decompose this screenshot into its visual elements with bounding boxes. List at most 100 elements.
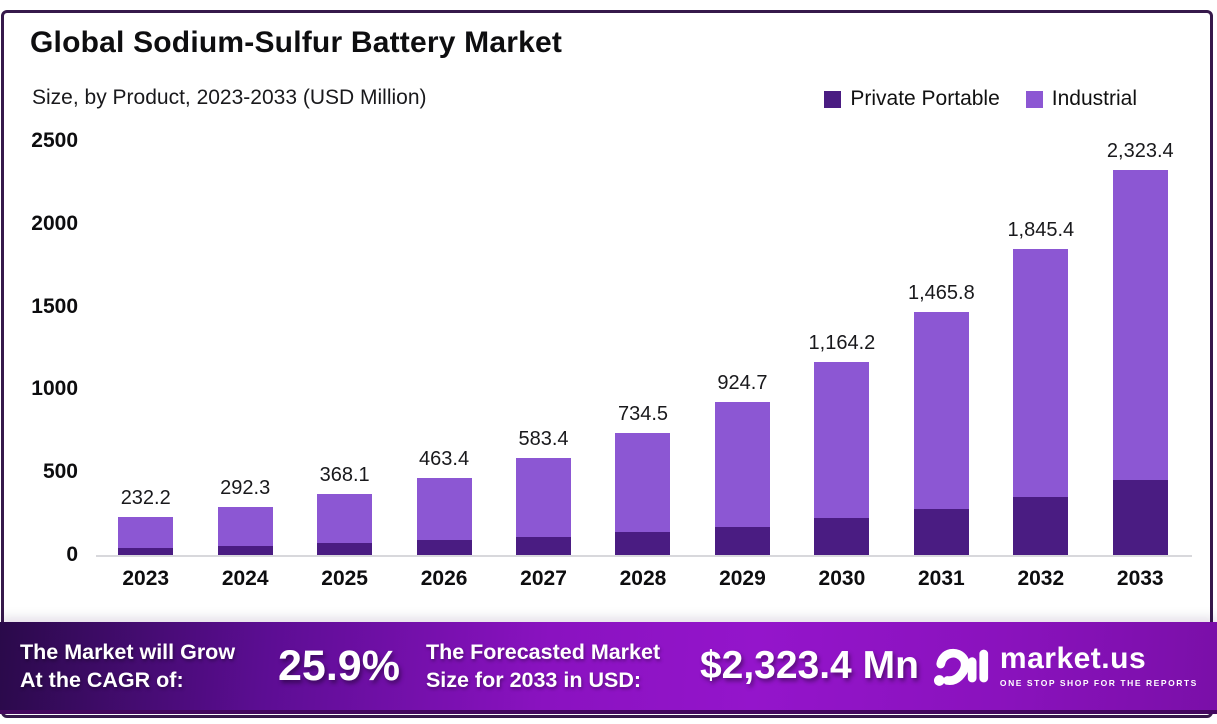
x-axis-label: 2029 [719, 567, 766, 590]
forecast-value: $2,323.4 Mn [699, 644, 919, 687]
bar-value-label: 368.1 [319, 464, 370, 487]
bar-column-2032: 1,845.4 [991, 141, 1090, 555]
page-title: Global Sodium-Sulfur Battery Market [30, 26, 563, 59]
logo-text: market.us [999, 642, 1147, 675]
bar-segment-industrial [516, 458, 572, 537]
bar-value-label: 292.3 [220, 476, 271, 499]
y-axis-tick-label: 1000 [31, 377, 78, 401]
x-axis-label: 2031 [917, 567, 965, 590]
bar-segment-private-portable [416, 540, 472, 555]
bar-2025 [317, 494, 373, 555]
bar-segment-private-portable [217, 545, 273, 555]
x-axis: 2023 2024 2025 2026 2027 2028 2029 2030 2031 2032… [96, 567, 1190, 591]
x-axis-label: 2024 [221, 567, 269, 590]
logo-text-block: market.us ONE STOP SHOP FOR THE REPORTS [999, 642, 1198, 689]
legend-item-industrial: Industrial [1025, 87, 1137, 111]
bar-value-label: 734.5 [617, 403, 669, 426]
x-axis-label: 2033 [1116, 567, 1164, 590]
bar-2033 [1112, 170, 1168, 555]
x-axis-label: 2026 [420, 567, 468, 590]
bar-value-label: 232.2 [120, 486, 171, 509]
bar-2030 [814, 362, 870, 555]
y-axis-tick-label: 2500 [31, 129, 78, 152]
bar-segment-industrial [416, 478, 472, 541]
bar-value-label: 463.4 [419, 448, 470, 471]
x-axis-label: 2023 [122, 567, 170, 590]
market-us-logo-icon [933, 648, 989, 686]
x-axis-label: 2030 [818, 567, 866, 590]
y-axis-tick-label: 1500 [31, 294, 78, 318]
x-axis-label: 2028 [619, 567, 667, 590]
bar-segment-industrial [814, 362, 870, 519]
bar-2028 [615, 433, 671, 555]
forecast-label-line1: The Forecasted Market [425, 639, 661, 664]
bar-column-2026: 463.4 [394, 141, 493, 555]
legend-item-private-portable: Private Portable [824, 87, 1000, 111]
legend-swatch-industrial [1025, 90, 1043, 108]
bar-segment-industrial [714, 401, 770, 527]
bar-value-label: 1,465.8 [907, 282, 975, 305]
bar-segment-private-portable [516, 536, 572, 555]
y-axis-tick-label: 0 [66, 543, 78, 566]
bar-segment-private-portable [1112, 480, 1168, 555]
bar-segment-private-portable [913, 508, 969, 555]
bar-segment-private-portable [317, 543, 373, 555]
x-axis-label: 2027 [520, 567, 567, 590]
bar-value-label: 924.7 [717, 371, 768, 394]
bar-segment-private-portable [615, 531, 671, 555]
chart-subtitle: Size, by Product, 2023-2033 (USD Million… [32, 86, 427, 109]
bar-segment-industrial [1013, 249, 1069, 497]
bar-2024 [217, 506, 273, 555]
bar-2032 [1013, 249, 1069, 555]
forecast-label: The Forecasted Market Size for 2033 in U… [426, 638, 688, 695]
bar-2027 [516, 458, 572, 555]
market-us-logo: market.us ONE STOP SHOP FOR THE REPORTS [933, 643, 1198, 689]
bar-segment-private-portable [714, 526, 770, 555]
x-axis-label: 2032 [1017, 567, 1065, 590]
bar-2026 [416, 478, 472, 555]
cagr-label-line2: At the CAGR of: [20, 668, 184, 692]
legend: Private Portable Industrial [824, 87, 1137, 111]
logo-tagline: ONE STOP SHOP FOR THE REPORTS [999, 678, 1198, 688]
bar-2031 [913, 312, 969, 555]
bar-column-2027: 583.4 [494, 141, 593, 555]
x-axis-label: 2025 [321, 567, 368, 590]
bar-column-2025: 368.1 [295, 141, 394, 555]
y-axis-tick-label: 500 [42, 460, 78, 484]
bar-column-2030: 1,164.2 [792, 141, 891, 555]
y-axis-tick-label: 2000 [31, 211, 78, 235]
bar-2029 [714, 401, 770, 555]
legend-label-industrial: Industrial [1051, 87, 1137, 110]
bar-segment-industrial [317, 494, 373, 544]
legend-label-private-portable: Private Portable [850, 87, 1000, 110]
bar-segment-industrial [1112, 170, 1168, 481]
bar-segment-private-portable [814, 518, 870, 555]
bar-value-label: 583.4 [518, 428, 569, 451]
cagr-value: 25.9% [278, 641, 400, 690]
bar-column-2029: 924.7 [693, 141, 792, 555]
bar-value-label: 2,323.4 [1106, 140, 1174, 163]
bar-column-2033: 2,323.4 [1091, 140, 1190, 555]
bar-column-2024: 292.3 [195, 141, 294, 555]
bar-segment-industrial [217, 506, 273, 546]
bar-segment-private-portable [118, 547, 174, 555]
bar-segment-industrial [913, 312, 969, 509]
bar-segment-industrial [615, 433, 671, 532]
legend-swatch-private-portable [824, 90, 842, 108]
bar-column-2028: 734.5 [593, 141, 692, 555]
footer-banner: The Market will Grow At the CAGR of: 25.… [0, 622, 1217, 714]
bar-2023 [118, 516, 174, 555]
x-axis-line [96, 555, 1192, 557]
chart-frame [1, 10, 1213, 718]
bar-value-label: 1,164.2 [808, 332, 876, 355]
bar-segment-private-portable [1013, 496, 1069, 555]
plot-area: 232.2 292.3 368.1 463.4 583.4 734.5 924.7 1,164… [96, 140, 1190, 555]
bar-segment-industrial [118, 516, 174, 548]
bar-column-2031: 1,465.8 [892, 141, 991, 555]
bar-value-label: 1,845.4 [1007, 219, 1075, 242]
cagr-label-line1: The Market will Grow [20, 639, 236, 664]
bar-column-2023: 232.2 [96, 141, 195, 555]
forecast-label-line2: Size for 2033 in USD: [425, 668, 642, 692]
cagr-label: The Market will Grow At the CAGR of: [20, 638, 268, 695]
